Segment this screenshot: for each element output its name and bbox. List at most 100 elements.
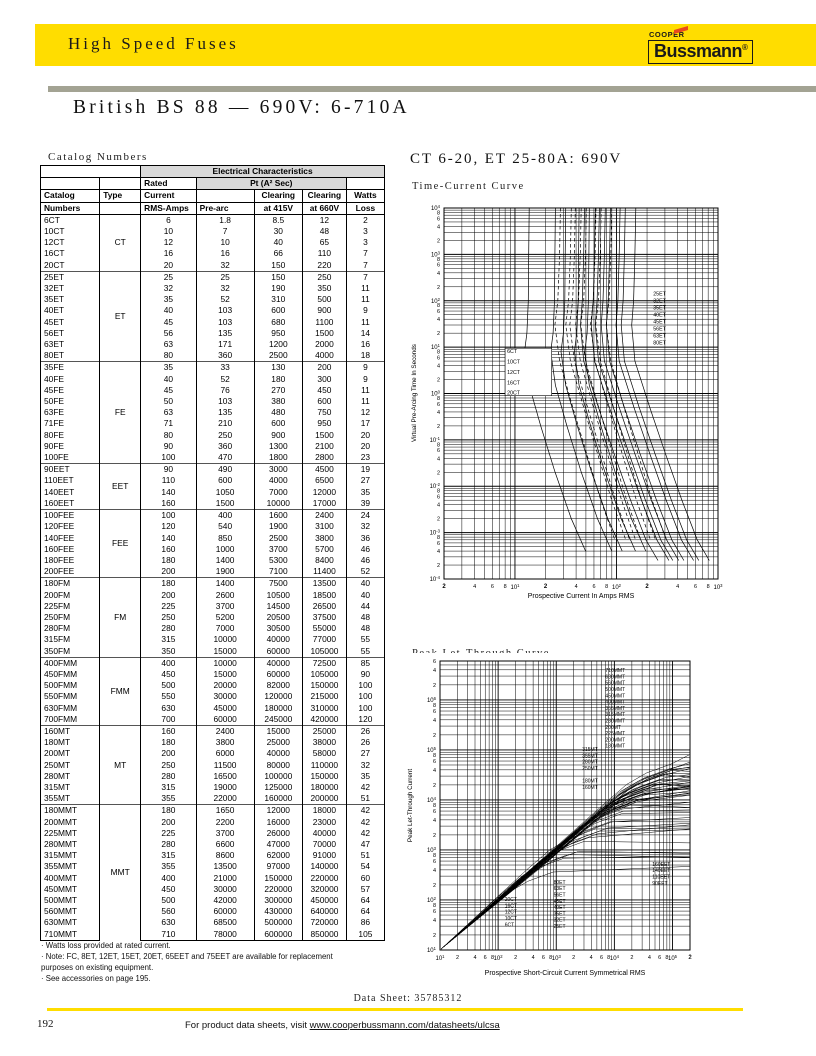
svg-text:630MMT: 630MMT: [605, 674, 625, 680]
svg-text:6: 6: [437, 448, 440, 454]
svg-text:12CT: 12CT: [505, 910, 517, 916]
svg-text:4: 4: [433, 668, 436, 674]
svg-text:8: 8: [549, 955, 552, 961]
svg-text:2: 2: [433, 733, 436, 739]
svg-text:4: 4: [437, 549, 440, 555]
svg-text:6: 6: [437, 541, 440, 547]
svg-text:6CT: 6CT: [507, 349, 518, 355]
svg-text:180MT: 180MT: [582, 779, 598, 785]
svg-text:8: 8: [437, 303, 440, 309]
svg-text:12CT: 12CT: [507, 370, 521, 376]
svg-text:280MMT: 280MMT: [605, 719, 625, 725]
svg-text:6: 6: [437, 355, 440, 361]
svg-text:110EET: 110EET: [652, 875, 670, 881]
svg-text:6: 6: [694, 584, 697, 590]
svg-text:4: 4: [473, 955, 476, 961]
svg-text:56ET: 56ET: [653, 327, 666, 333]
svg-text:45ET: 45ET: [554, 899, 566, 905]
svg-text:4: 4: [437, 503, 440, 509]
svg-text:6: 6: [433, 909, 436, 915]
svg-text:560MMT: 560MMT: [605, 681, 625, 687]
svg-text:4: 4: [437, 317, 440, 323]
svg-text:2: 2: [437, 378, 440, 384]
svg-text:8: 8: [437, 257, 440, 263]
svg-text:6: 6: [437, 495, 440, 501]
svg-text:2: 2: [437, 563, 440, 569]
svg-text:6: 6: [542, 955, 545, 961]
svg-text:16CT: 16CT: [507, 380, 521, 386]
svg-text:2: 2: [572, 955, 575, 961]
svg-text:56ET: 56ET: [554, 893, 566, 899]
svg-text:16CT: 16CT: [505, 903, 517, 909]
svg-text:8: 8: [437, 535, 440, 541]
svg-text:25ET: 25ET: [554, 924, 566, 930]
svg-text:8: 8: [607, 955, 610, 961]
svg-text:200MMT: 200MMT: [605, 737, 625, 743]
svg-text:32ET: 32ET: [554, 918, 566, 924]
svg-text:6: 6: [433, 859, 436, 865]
svg-text:2: 2: [433, 933, 436, 939]
svg-text:Virtual Pre-Arcing Time In Sec: Virtual Pre-Arcing Time In Seconds: [411, 344, 418, 442]
svg-text:40ET: 40ET: [653, 313, 666, 319]
svg-text:10CT: 10CT: [507, 360, 521, 366]
svg-text:2: 2: [630, 955, 633, 961]
svg-text:4: 4: [433, 818, 436, 824]
svg-text:2: 2: [437, 331, 440, 337]
svg-text:6: 6: [592, 584, 595, 590]
svg-text:355MMT: 355MMT: [605, 706, 625, 712]
svg-text:80ET: 80ET: [653, 341, 666, 347]
svg-text:6: 6: [433, 809, 436, 815]
svg-text:6: 6: [433, 709, 436, 715]
svg-text:8: 8: [437, 442, 440, 448]
svg-text:6: 6: [437, 309, 440, 315]
svg-text:6: 6: [658, 955, 661, 961]
svg-text:8: 8: [437, 211, 440, 217]
svg-text:4: 4: [648, 955, 651, 961]
svg-text:8: 8: [491, 955, 494, 961]
svg-text:710MMT: 710MMT: [605, 668, 625, 674]
svg-text:8: 8: [433, 803, 436, 809]
svg-text:4: 4: [575, 584, 578, 590]
svg-text:2: 2: [433, 883, 436, 889]
svg-text:180MMT: 180MMT: [605, 744, 625, 750]
svg-text:315MMT: 315MMT: [605, 712, 625, 718]
svg-text:6CT: 6CT: [505, 922, 514, 928]
svg-text:90EET: 90EET: [652, 881, 667, 887]
svg-text:20CT: 20CT: [507, 391, 521, 397]
svg-text:500MMT: 500MMT: [605, 687, 625, 693]
svg-text:35ET: 35ET: [554, 911, 566, 917]
svg-text:315MT: 315MT: [582, 747, 598, 753]
svg-text:8: 8: [437, 350, 440, 356]
svg-text:4: 4: [437, 225, 440, 231]
svg-text:225MMT: 225MMT: [605, 731, 625, 737]
svg-text:2: 2: [433, 833, 436, 839]
svg-text:450MMT: 450MMT: [605, 693, 625, 699]
svg-text:4: 4: [437, 271, 440, 277]
svg-text:4: 4: [433, 718, 436, 724]
svg-text:4: 4: [437, 364, 440, 370]
svg-text:8: 8: [605, 584, 608, 590]
svg-text:8: 8: [707, 584, 710, 590]
svg-text:2: 2: [514, 955, 517, 961]
svg-text:6: 6: [433, 759, 436, 765]
svg-text:2: 2: [437, 424, 440, 430]
svg-text:4: 4: [532, 955, 535, 961]
svg-text:280MT: 280MT: [582, 760, 598, 766]
svg-text:8: 8: [437, 489, 440, 495]
svg-text:6: 6: [600, 955, 603, 961]
svg-text:4: 4: [437, 410, 440, 416]
svg-text:6: 6: [437, 402, 440, 408]
svg-text:Peak Let-Through Current: Peak Let-Through Current: [407, 769, 414, 842]
svg-text:63ET: 63ET: [554, 886, 566, 892]
svg-text:Prospective Current In Amps RM: Prospective Current In Amps RMS: [528, 593, 635, 600]
svg-text:2: 2: [433, 683, 436, 689]
svg-text:2: 2: [437, 470, 440, 476]
svg-text:10CT: 10CT: [505, 916, 517, 922]
svg-text:8: 8: [433, 753, 436, 759]
svg-text:63ET: 63ET: [653, 334, 666, 340]
svg-text:6: 6: [433, 659, 436, 665]
svg-text:8: 8: [665, 955, 668, 961]
svg-text:400MMT: 400MMT: [605, 700, 625, 706]
svg-text:2: 2: [456, 955, 459, 961]
svg-text:8: 8: [433, 903, 436, 909]
